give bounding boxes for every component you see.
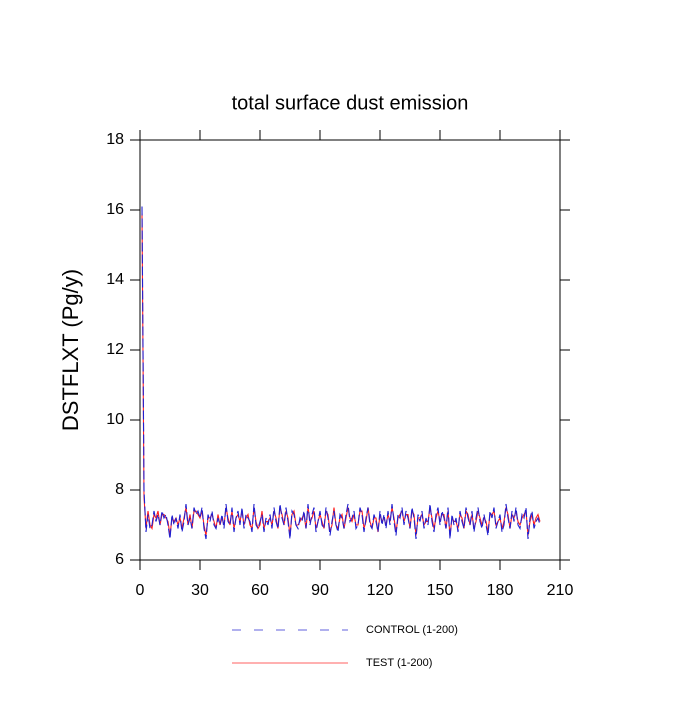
y-tick-label: 14	[106, 271, 124, 288]
y-tick-label: 18	[106, 131, 124, 148]
x-tick-label: 210	[547, 582, 574, 599]
y-tick-label: 12	[106, 341, 124, 358]
x-tick-label: 0	[136, 582, 145, 599]
chart-title: total surface dust emission	[232, 92, 469, 114]
series-line	[141, 206, 541, 540]
x-tick-label: 120	[367, 582, 394, 599]
x-tick-label: 180	[487, 582, 514, 599]
x-tick-label: 30	[191, 582, 209, 599]
legend-label: CONTROL (1-200)	[366, 624, 458, 636]
y-tick-label: 6	[115, 551, 124, 568]
y-tick-label: 16	[106, 201, 124, 218]
x-tick-label: 150	[427, 582, 454, 599]
legend-label: TEST (1-200)	[366, 657, 432, 669]
x-tick-label: 90	[311, 582, 329, 599]
y-tick-label: 10	[106, 411, 124, 428]
y-tick-label: 8	[115, 481, 124, 498]
y-axis-label: DSTFLXT (Pg/y)	[58, 269, 83, 431]
x-tick-label: 60	[251, 582, 269, 599]
